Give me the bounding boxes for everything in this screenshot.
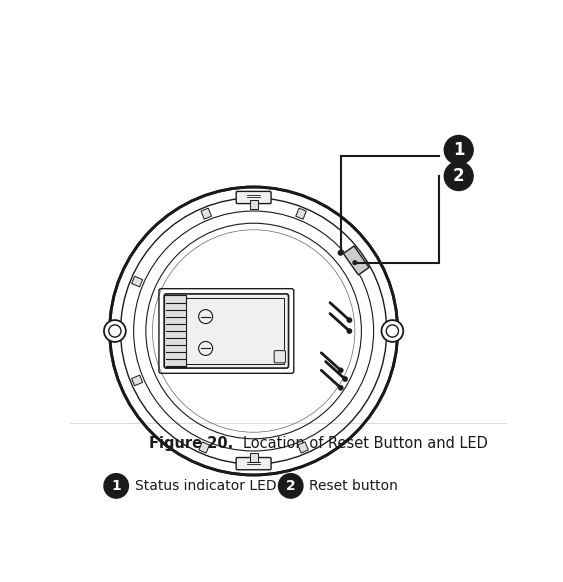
Text: 2: 2 bbox=[286, 479, 296, 493]
Bar bbox=[186, 298, 284, 364]
Circle shape bbox=[199, 310, 213, 324]
Circle shape bbox=[279, 474, 303, 498]
Text: 1: 1 bbox=[111, 479, 121, 493]
Bar bbox=[201, 208, 212, 219]
Text: Reset button: Reset button bbox=[310, 479, 399, 493]
Bar bbox=[164, 295, 186, 367]
Text: 2: 2 bbox=[453, 167, 464, 185]
FancyBboxPatch shape bbox=[274, 350, 285, 363]
Text: 1: 1 bbox=[453, 141, 464, 159]
Bar bbox=[298, 442, 309, 453]
FancyBboxPatch shape bbox=[164, 294, 289, 368]
Circle shape bbox=[104, 474, 128, 498]
Circle shape bbox=[104, 320, 126, 342]
Circle shape bbox=[338, 250, 343, 255]
Text: Location of Reset Button and LED: Location of Reset Button and LED bbox=[243, 436, 488, 450]
Circle shape bbox=[347, 318, 352, 323]
Circle shape bbox=[382, 320, 403, 342]
Text: Status indicator LED: Status indicator LED bbox=[135, 479, 276, 493]
Bar bbox=[250, 200, 257, 209]
Circle shape bbox=[338, 385, 343, 391]
Circle shape bbox=[353, 261, 357, 265]
Circle shape bbox=[110, 187, 397, 475]
Circle shape bbox=[342, 377, 348, 382]
Circle shape bbox=[444, 162, 473, 190]
Bar bbox=[132, 375, 142, 386]
Circle shape bbox=[338, 368, 343, 373]
Text: Figure 20.: Figure 20. bbox=[149, 436, 233, 450]
Circle shape bbox=[444, 136, 473, 164]
Bar bbox=[343, 246, 369, 275]
Bar bbox=[296, 208, 306, 219]
Bar bbox=[199, 442, 209, 453]
Circle shape bbox=[347, 328, 352, 333]
FancyBboxPatch shape bbox=[236, 191, 271, 204]
Bar bbox=[250, 453, 257, 462]
Circle shape bbox=[199, 342, 213, 356]
FancyBboxPatch shape bbox=[236, 457, 271, 470]
Bar bbox=[132, 276, 142, 287]
